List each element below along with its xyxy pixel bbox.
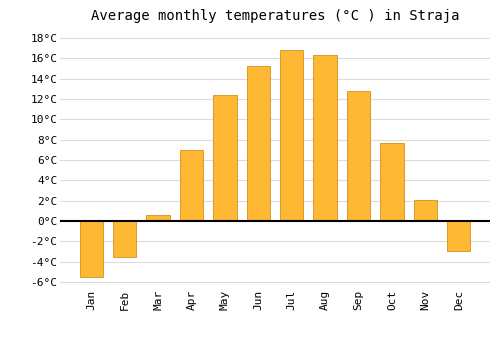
Bar <box>180 150 203 221</box>
Title: Average monthly temperatures (°C ) in Straja: Average monthly temperatures (°C ) in St… <box>91 9 459 23</box>
Bar <box>213 95 236 221</box>
Bar <box>380 143 404 221</box>
Bar <box>414 199 437 221</box>
Bar <box>80 221 103 277</box>
Bar <box>447 221 470 251</box>
Bar <box>113 221 136 257</box>
Bar <box>314 55 337 221</box>
Bar <box>280 50 303 221</box>
Bar <box>347 91 370 221</box>
Bar <box>246 65 270 221</box>
Bar <box>146 215 170 221</box>
